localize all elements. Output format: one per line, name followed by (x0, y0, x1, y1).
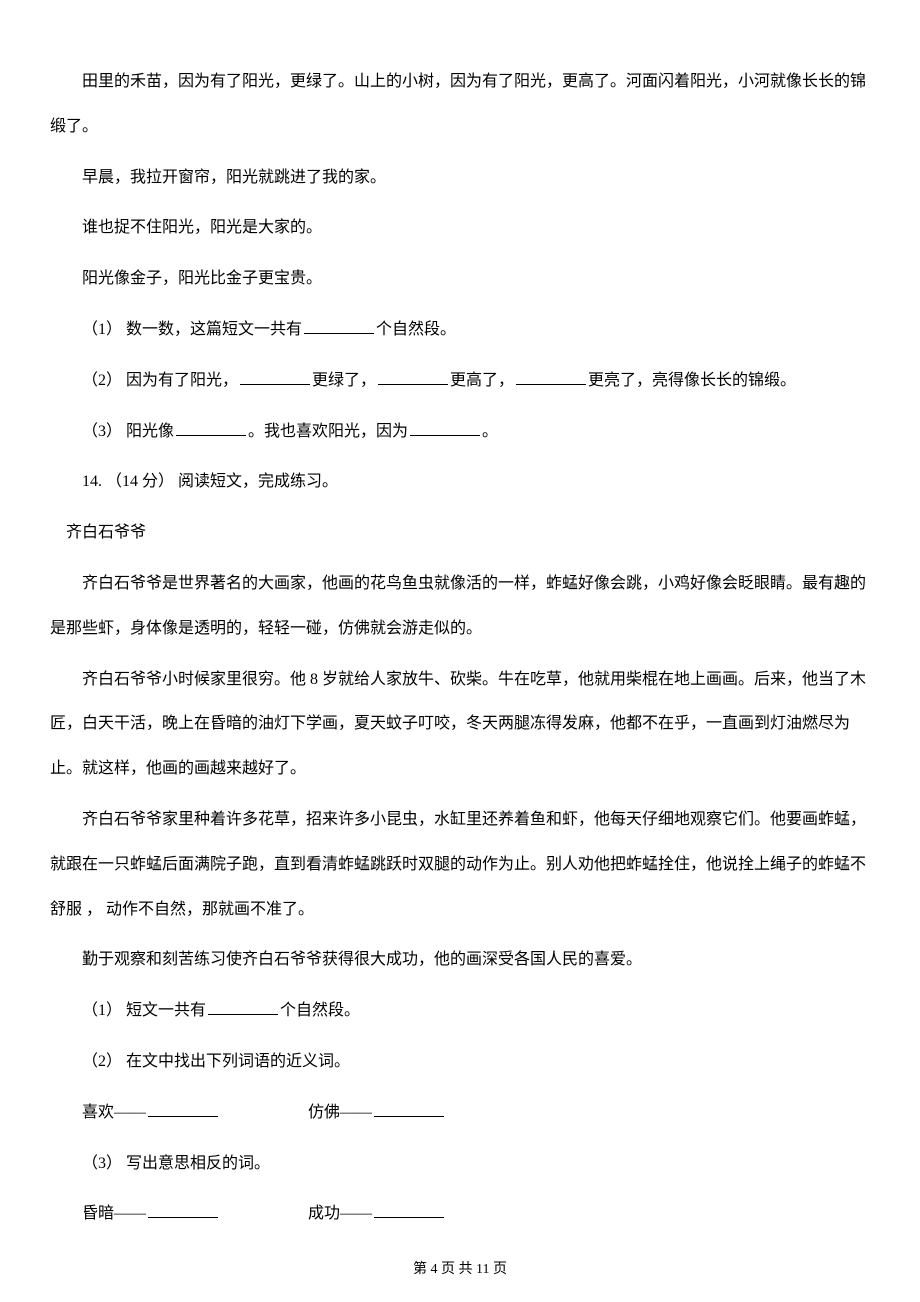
page-number: 第 4 页 共 11 页 (413, 1262, 507, 1277)
blank[interactable] (374, 1202, 444, 1218)
text: 个自然段。 (280, 1002, 360, 1019)
text: 齐白石爷爷是世界著名的大画家，他画的花鸟鱼虫就像活的一样，蚱蜢好像会跳，小鸡好像… (50, 575, 866, 637)
blank[interactable] (208, 999, 278, 1015)
q14-sub2: （2） 在文中找出下列词语的近义词。 (50, 1040, 870, 1085)
blank[interactable] (148, 1101, 218, 1117)
q14-title: 齐白石爷爷 (50, 511, 870, 556)
page-footer: 第 4 页 共 11 页 (0, 1258, 920, 1278)
text: 阳光像金子，阳光比金子更宝贵。 (82, 270, 322, 287)
q14-p4: 勤于观察和刻苦练习使齐白石爷爷获得很大成功，他的画深受各国人民的喜爱。 (50, 938, 870, 983)
text: 更亮了，亮得像长长的锦缎。 (588, 372, 796, 389)
text: （2） 在文中找出下列词语的近义词。 (82, 1053, 350, 1070)
page-content: 田里的禾苗，因为有了阳光，更绿了。山上的小树，因为有了阳光，更高了。河面闪着阳光… (0, 0, 920, 1273)
q14-header: 14. （14 分） 阅读短文，完成练习。 (50, 460, 870, 505)
text: （3） 阳光像 (82, 423, 174, 440)
syn1a-label: 喜欢—— (82, 1104, 146, 1121)
passage1-p1: 田里的禾苗，因为有了阳光，更绿了。山上的小树，因为有了阳光，更高了。河面闪着阳光… (50, 60, 870, 150)
text: 。 (482, 423, 498, 440)
text: 个自然段。 (376, 321, 456, 338)
text: 齐白石爷爷小时候家里很穷。他 8 岁就给人家放牛、砍柴。牛在吃草，他就用柴棍在地… (50, 671, 866, 778)
passage1-p3: 谁也捉不住阳光，阳光是大家的。 (50, 206, 870, 251)
text: 齐白石爷爷家里种着许多花草，招来许多小昆虫，水缸里还养着鱼和虾，他每天仔细地观察… (50, 811, 866, 918)
text: （2） 因为有了阳光， (82, 372, 238, 389)
passage1-p2: 早晨，我拉开窗帘，阳光就跳进了我的家。 (50, 156, 870, 201)
q14-p2: 齐白石爷爷小时候家里很穷。他 8 岁就给人家放牛、砍柴。牛在吃草，他就用柴棍在地… (50, 658, 870, 792)
text: 谁也捉不住阳光，阳光是大家的。 (82, 219, 322, 236)
blank[interactable] (378, 369, 448, 385)
blank[interactable] (410, 420, 480, 436)
q14-p1: 齐白石爷爷是世界著名的大画家，他画的花鸟鱼虫就像活的一样，蚱蜢好像会跳，小鸡好像… (50, 562, 870, 652)
blank[interactable] (176, 420, 246, 436)
text: （1） 短文一共有 (82, 1002, 206, 1019)
passage1-p4: 阳光像金子，阳光比金子更宝贵。 (50, 257, 870, 302)
q1-item3: （3） 阳光像 。我也喜欢阳光，因为 。 (50, 410, 870, 455)
syn1b-label: 仿佛—— (308, 1104, 372, 1121)
q14-synonym-row: 喜欢—— 仿佛—— (50, 1091, 870, 1136)
text: （1） 数一数，这篇短文一共有 (82, 321, 302, 338)
q14-p3: 齐白石爷爷家里种着许多花草，招来许多小昆虫，水缸里还养着鱼和虾，他每天仔细地观察… (50, 798, 870, 932)
text: （3） 写出意思相反的词。 (82, 1155, 270, 1172)
blank[interactable] (374, 1101, 444, 1117)
blank[interactable] (304, 318, 374, 334)
text: 更高了， (450, 372, 514, 389)
ant1a-label: 昏暗—— (82, 1205, 146, 1222)
text: 。我也喜欢阳光，因为 (248, 423, 408, 440)
text: 齐白石爷爷 (66, 524, 146, 541)
text: 早晨，我拉开窗帘，阳光就跳进了我的家。 (82, 169, 386, 186)
text: 勤于观察和刻苦练习使齐白石爷爷获得很大成功，他的画深受各国人民的喜爱。 (82, 951, 642, 968)
text: 14. （14 分） 阅读短文，完成练习。 (82, 473, 338, 490)
ant1b-label: 成功—— (308, 1205, 372, 1222)
q14-antonym-row: 昏暗—— 成功—— (50, 1192, 870, 1237)
blank[interactable] (148, 1202, 218, 1218)
text: 田里的禾苗，因为有了阳光，更绿了。山上的小树，因为有了阳光，更高了。河面闪着阳光… (50, 73, 866, 135)
text: 更绿了， (312, 372, 376, 389)
blank[interactable] (240, 369, 310, 385)
blank[interactable] (516, 369, 586, 385)
q14-sub3: （3） 写出意思相反的词。 (50, 1142, 870, 1187)
q1-item1: （1） 数一数，这篇短文一共有 个自然段。 (50, 308, 870, 353)
q14-sub1: （1） 短文一共有 个自然段。 (50, 989, 870, 1034)
q1-item2: （2） 因为有了阳光， 更绿了， 更高了， 更亮了，亮得像长长的锦缎。 (50, 359, 870, 404)
